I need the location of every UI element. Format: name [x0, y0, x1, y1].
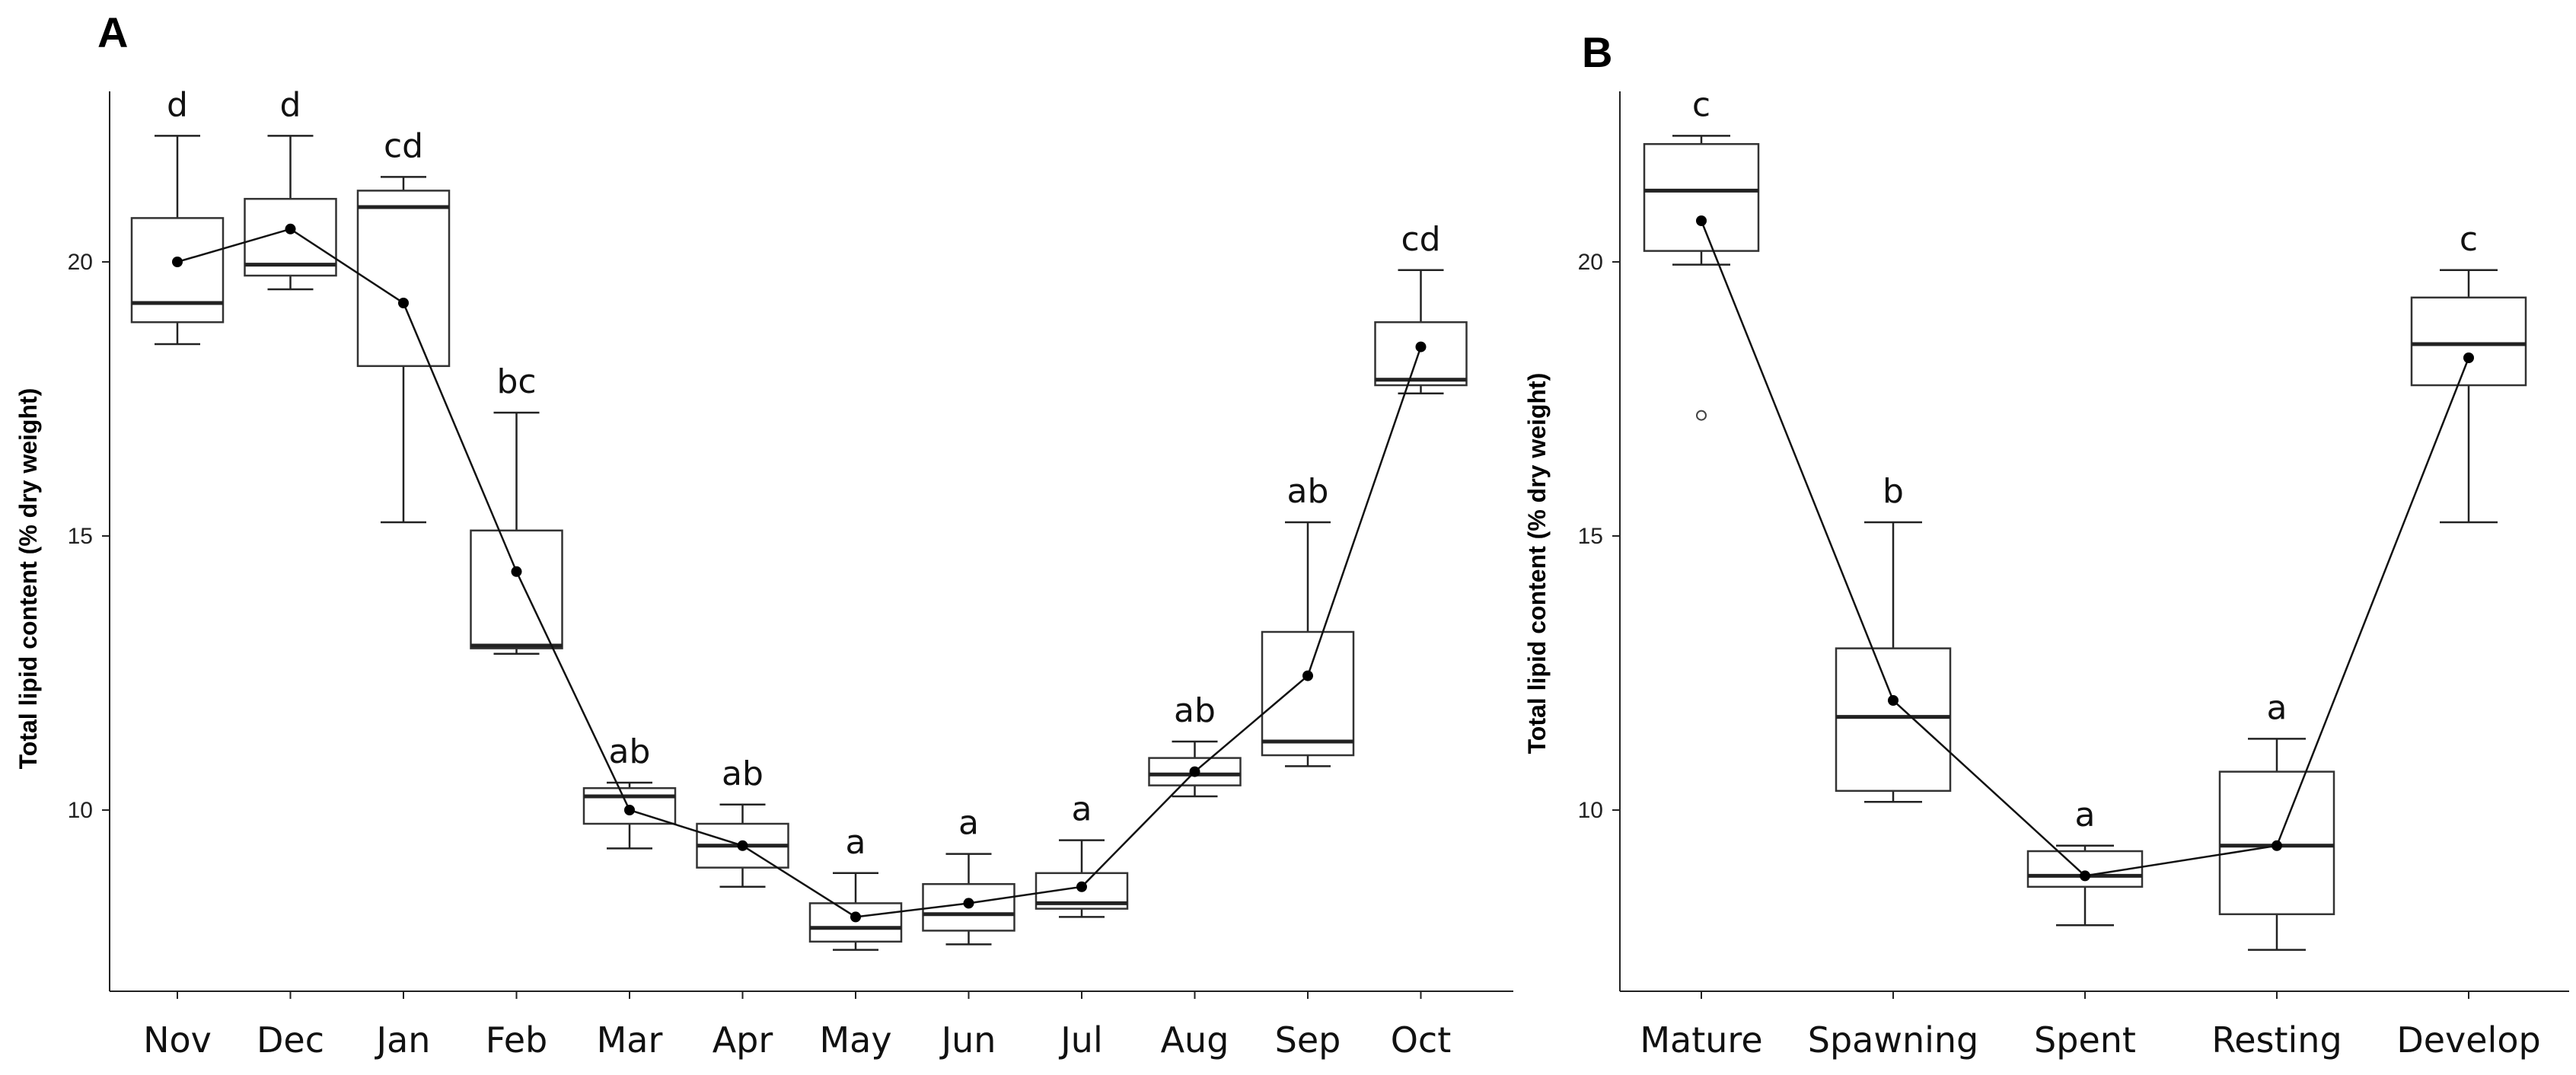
panel-a-letter-jun: a [958, 804, 979, 843]
panel-a-y-tick-label: 10 [68, 798, 93, 823]
panel-a-x-tick-label-may: May [819, 1019, 891, 1061]
panel-a-letter-may: a [846, 823, 866, 862]
panel-a-box-mar [582, 781, 677, 850]
panel-a-box-jan [356, 176, 451, 524]
panel-b-mean-point-spawning [1888, 695, 1899, 706]
panel-b-x-tick-label-mature: Mature [1640, 1019, 1762, 1061]
panel-a-x-tick-label-sep: Sep [1275, 1019, 1341, 1061]
box-body [808, 902, 903, 943]
panel-b-y-tick-label: 20 [1578, 250, 1603, 275]
panel-a-letter-mar: ab [609, 732, 651, 771]
panel-a-x-tick-label-jul: Jul [1058, 1019, 1103, 1061]
outlier-point [1696, 410, 1707, 421]
box-body [130, 217, 225, 324]
panel-b-x-tick-label-spawning: Spawning [1808, 1019, 1979, 1061]
panel-a-mean-point-nov [172, 257, 183, 267]
panel-a-letter-jan: cd [384, 126, 423, 165]
panel-a-box-jul [1035, 839, 1129, 918]
panel-a-box-may [808, 872, 903, 951]
panel-a-letter-oct: cd [1401, 220, 1440, 259]
panel-a-mean-point-apr [737, 840, 748, 851]
panel-a-mean-point-feb [511, 566, 522, 577]
panel-b-letter-mature: c [1692, 85, 1710, 124]
panel-a-letter: A [97, 8, 128, 56]
panel-b-mean-point-spent [2080, 870, 2090, 882]
panel-b-mean-point-develop [2463, 352, 2474, 363]
panel-a-boxes [130, 135, 1468, 951]
panel-b-y-axis-title: Total lipid content (% dry weight) [1523, 373, 1551, 754]
panel-a-y-axis-title: Total lipid content (% dry weight) [14, 388, 42, 770]
box-body [1643, 142, 1760, 252]
panel-b-x-tick-label-resting: Resting [2211, 1019, 2342, 1061]
panel-b-box-spent [2026, 844, 2144, 927]
panel-b-mean-trend [1696, 215, 2474, 882]
panel-a-y-tick-label: 15 [68, 524, 93, 549]
panel-b-letter-spawning: b [1883, 472, 1904, 511]
panel-b-x-tick-label-spent: Spent [2034, 1019, 2136, 1061]
panel-a-letter-jul: a [1072, 790, 1092, 829]
panel-a-mean-point-mar [624, 805, 635, 815]
box-body [356, 190, 451, 368]
box-body [470, 529, 563, 649]
panel-a-x-tick-label-nov: Nov [143, 1019, 212, 1061]
panel-a-x-tick-label-jun: Jun [939, 1019, 996, 1061]
panel-a-mean-line [177, 228, 1422, 918]
panel-b: B Total lipid content (% dry weight) 101… [1523, 28, 2569, 1061]
panel-b-x-ticks: Mature Spawning Spent Resting Develop [1640, 991, 2541, 1061]
panel-a-mean-point-dec [285, 223, 296, 234]
panel-a-mean-trend [172, 223, 1427, 923]
panel-a-y-ticks: 10 15 20 [68, 250, 110, 823]
panel-b-mean-point-mature [1696, 215, 1707, 226]
panel-b-mean-point-resting [2272, 840, 2282, 851]
panel-a-letter-dec: d [280, 85, 301, 124]
panel-b-box-spawning [1835, 521, 1952, 803]
panel-b-box-develop [2410, 269, 2527, 524]
panel-a-x-tick-label-oct: Oct [1391, 1019, 1452, 1061]
panel-a-box-oct [1374, 269, 1468, 395]
panel-a-x-ticks: Nov Dec Jan Feb Mar Apr May Jun Jul Aug Sep Oct [143, 991, 1451, 1061]
panel-a-letter-nov: d [167, 85, 188, 124]
panel-a-letter-apr: ab [722, 754, 764, 793]
panel-a-x-tick-label-feb: Feb [486, 1019, 547, 1061]
panel-a-y-tick-label: 20 [68, 250, 93, 275]
panel-b-mean-line [1700, 220, 2470, 877]
box-body [2410, 296, 2527, 387]
panel-a-mean-point-jun [963, 898, 974, 909]
panel-a-box-sep [1261, 521, 1355, 767]
panel-a-letter-aug: ab [1174, 691, 1216, 730]
panel-a-mean-point-oct [1415, 341, 1427, 352]
panel-a-mean-point-sep [1302, 670, 1313, 681]
panel-a-x-tick-label-mar: Mar [597, 1019, 663, 1061]
panel-b-y-tick-label: 10 [1578, 798, 1603, 823]
panel-b-letter-resting: a [2267, 688, 2287, 727]
panel-b-significance-letters: c b a a c [1692, 85, 2478, 834]
panel-a-x-tick-label-jan: Jan [375, 1019, 431, 1061]
panel-b-letter-spent: a [2075, 796, 2096, 834]
panel-a-x-tick-label-apr: Apr [713, 1019, 773, 1061]
panel-a-x-tick-label-aug: Aug [1161, 1019, 1229, 1061]
box-body [1261, 630, 1355, 757]
panel-a-mean-point-aug [1189, 766, 1200, 777]
box-body [1835, 647, 1952, 793]
panel-b-box-mature [1643, 135, 1760, 421]
panel-a-x-tick-label-dec: Dec [257, 1019, 324, 1061]
panel-b-y-ticks: 10 15 20 [1578, 250, 1620, 823]
panel-a-mean-point-jul [1076, 881, 1087, 892]
panel-a-box-nov [130, 135, 225, 346]
panel-a-letter-feb: bc [496, 362, 536, 401]
panel-a-box-dec [244, 135, 337, 291]
box-body [1374, 321, 1468, 387]
panel-a-mean-point-may [850, 911, 861, 923]
panel-a-significance-letters: d d cd bc ab ab a a a ab ab cd [167, 85, 1441, 861]
panel-b-letter-develop: c [2460, 220, 2478, 259]
panel-a-mean-point-jan [398, 298, 409, 308]
panel-a: A Total lipid content (% dry weight) 101… [14, 8, 1513, 1061]
panel-b-x-tick-label-develop: Develop [2396, 1019, 2540, 1061]
panel-a-letter-sep: ab [1287, 472, 1329, 511]
panel-b-letter: B [1582, 28, 1612, 76]
panel-a-box-feb [470, 411, 563, 656]
panel-b-y-tick-label: 15 [1578, 524, 1603, 549]
